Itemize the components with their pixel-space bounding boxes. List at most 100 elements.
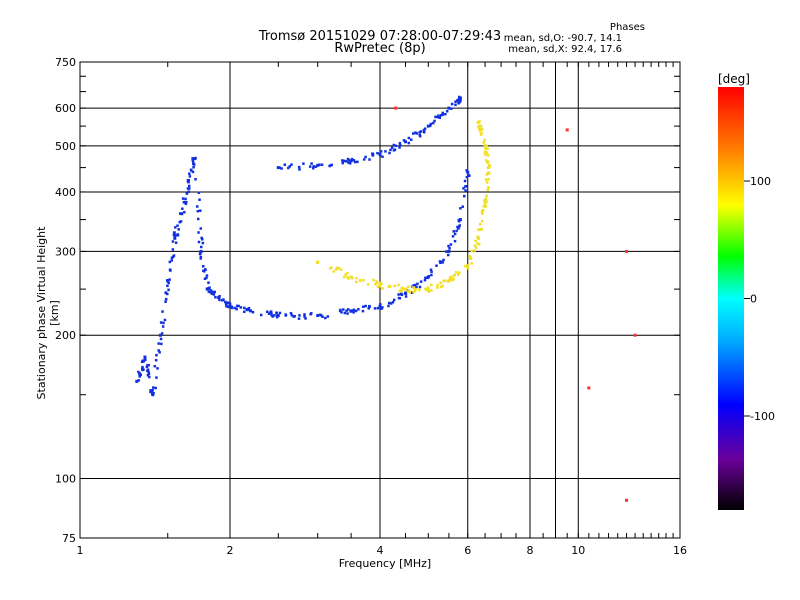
data-point [326,315,330,318]
data-point [478,120,481,123]
y-tick-label: 100 [55,473,76,486]
data-point [466,267,469,270]
data-point [153,364,157,368]
data-point [422,130,426,134]
data-point [178,220,182,224]
data-point [381,287,384,290]
data-point [149,390,152,394]
data-point [398,146,401,149]
data-point [321,315,324,318]
data-point [457,225,460,229]
data-point [316,163,320,167]
data-point [167,288,170,292]
y-axis-label: Stationary phase Virtual Height [km] [35,226,61,400]
data-point [141,365,144,369]
data-point [147,372,151,375]
data-point [187,190,190,193]
data-point [465,175,469,179]
data-point [167,281,170,285]
data-point [407,141,411,145]
data-point [166,279,169,282]
data-point [186,187,190,190]
x-tick-label: 16 [673,544,687,557]
data-point [150,392,154,395]
data-point [428,124,432,128]
data-point [486,147,489,150]
data-point [462,187,465,190]
data-point [366,283,370,286]
data-point [141,368,144,372]
data-point [398,141,402,145]
data-point [456,273,460,276]
data-point [225,304,228,308]
data-point [457,101,460,104]
data-point [224,301,228,304]
data-point [433,119,436,123]
data-point [192,163,196,166]
data-point [221,299,224,302]
data-point [488,165,491,168]
data-point [436,115,439,119]
data-point [486,188,489,192]
data-point [138,375,141,378]
data-point [464,184,468,188]
data-point [381,306,384,309]
data-point [276,166,280,170]
data-point [146,369,149,373]
data-point [447,244,450,248]
data-point [467,173,470,177]
data-point [344,273,347,276]
data-point [310,162,313,165]
data-point [419,130,423,133]
data-point [230,305,233,309]
data-point [412,290,415,294]
data-point [148,375,151,379]
data-point [346,271,349,275]
data-point [430,273,433,277]
data-point [487,178,490,181]
data-point [477,237,480,240]
data-point [352,159,356,162]
data-point [474,239,477,243]
y-tick-label: 300 [55,245,76,258]
data-point [441,111,444,115]
data-point [243,306,246,310]
data-point [457,271,461,275]
data-point [480,219,484,223]
data-point [169,268,172,272]
data-point [455,229,458,233]
data-point [482,141,485,144]
y-tick-label: 750 [55,56,76,69]
data-point [151,388,154,392]
data-point [418,134,422,138]
data-point [426,287,430,291]
data-point [235,307,238,311]
data-point [196,217,200,221]
colorbar [718,87,744,510]
data-point [163,318,167,322]
data-point [314,165,318,168]
data-point [477,243,481,246]
data-point [199,257,202,260]
data-point [483,204,486,208]
data-point [447,106,451,110]
data-point [457,227,460,230]
data-point [297,317,301,320]
data-point [228,302,232,305]
data-point [387,301,391,305]
data-point [346,312,349,315]
data-point [312,165,315,168]
data-point [275,314,279,318]
data-point [187,184,191,188]
data-point [180,212,184,216]
data-point [143,355,147,359]
data-point [341,159,344,162]
y-tick-label: 200 [55,329,76,342]
data-point [290,314,294,317]
colorbar-tick-label: 100 [750,175,771,188]
data-point [398,289,401,293]
data-point [218,295,221,298]
data-point [486,160,490,163]
data-point [487,172,490,175]
data-point [158,351,161,354]
